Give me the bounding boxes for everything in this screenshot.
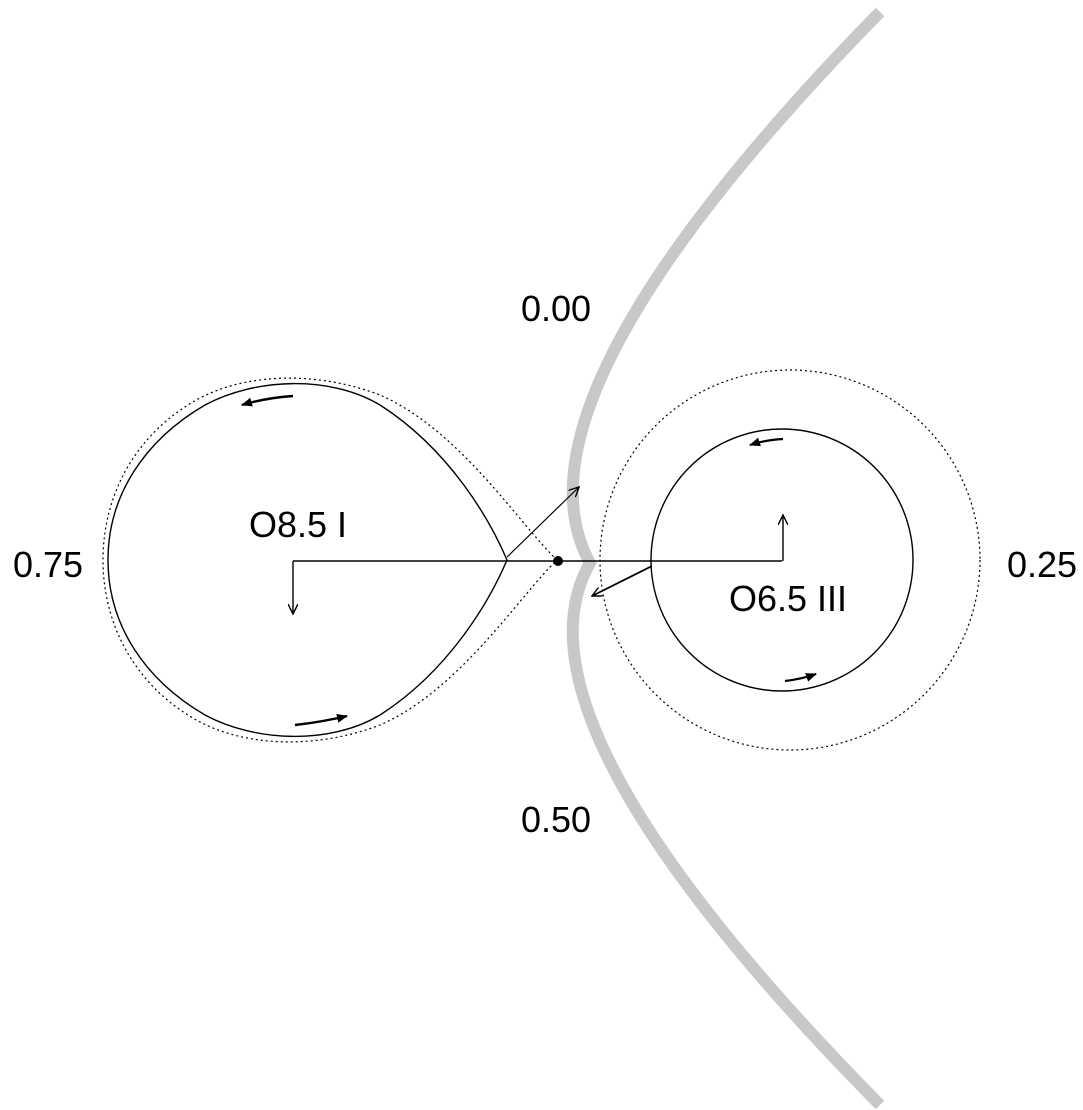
primary-star-label: O8.5 I (249, 504, 347, 545)
phase-label-top: 0.00 (521, 288, 591, 329)
secondary-star-label: O6.5 III (729, 578, 847, 619)
secondary-rotation-arrow-top (749, 437, 784, 447)
primary-rotation-arrow-top (241, 394, 294, 407)
center-of-mass-dot (553, 556, 563, 566)
phase-label-bottom: 0.50 (521, 799, 591, 840)
secondary-roche-lobe-dotted (599, 369, 981, 751)
l1-flow-arrow (506, 487, 579, 558)
secondary-star-outline (650, 428, 914, 692)
secondary-rotation-arrow-bottom (784, 672, 817, 683)
phase-label-left: 0.75 (13, 544, 83, 585)
primary-star-outline (107, 382, 508, 738)
primary-roche-lobe-dotted (102, 377, 558, 743)
primary-rotation-arrow-bottom (294, 713, 348, 727)
phase-label-right: 0.25 (1007, 544, 1077, 585)
secondary-wind-arrow (592, 565, 653, 597)
wind-collision-shock-cone (566, 7, 885, 1110)
